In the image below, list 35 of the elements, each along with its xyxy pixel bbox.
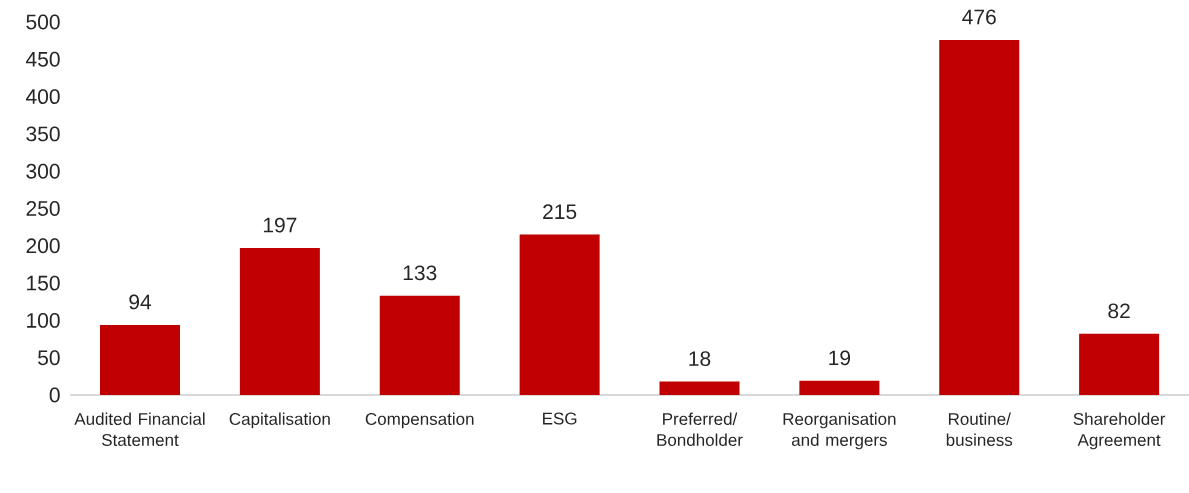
data-label: 94 [129,294,152,310]
y-tick-label: 400 [25,89,60,105]
data-label: 19 [829,350,851,366]
bar [100,324,180,395]
x-tick-label: Preferred/ Bondholder [657,412,743,447]
data-label: 476 [962,9,996,25]
data-label: 215 [543,204,577,220]
x-tick-label: Audited Financial Statement [74,412,205,447]
x-tick-label: Compensation [365,412,474,429]
y-tick-label: 250 [26,201,60,216]
data-label: 197 [263,217,297,233]
bar [1079,333,1160,395]
bar [519,234,600,395]
y-tick-label: 350 [26,126,60,142]
x-tick-label: Reorganisation and mergers [783,412,896,450]
bar [659,381,740,395]
bar [379,295,460,395]
bar [239,248,320,395]
y-tick-label: 200 [26,238,60,254]
y-tick-label: 450 [25,51,60,67]
data-label: 18 [689,351,711,367]
data-label: 82 [1108,303,1130,319]
y-tick-label: 0 [49,387,60,403]
y-tick-label: 300 [26,163,60,179]
x-tick-label: Capitalisation [229,412,330,429]
x-tick-label: ESG [543,412,577,425]
bar [939,39,1020,395]
y-tick-label: 100 [27,312,60,328]
data-label: 133 [403,265,437,281]
y-tick-label: 500 [26,14,60,30]
x-tick-label: Routine/ business [946,412,1013,447]
x-tick-label: Shareholder Agreement [1073,412,1166,450]
y-tick-label: 150 [27,275,60,291]
bar [799,380,880,395]
y-tick-label: 50 [38,350,60,366]
